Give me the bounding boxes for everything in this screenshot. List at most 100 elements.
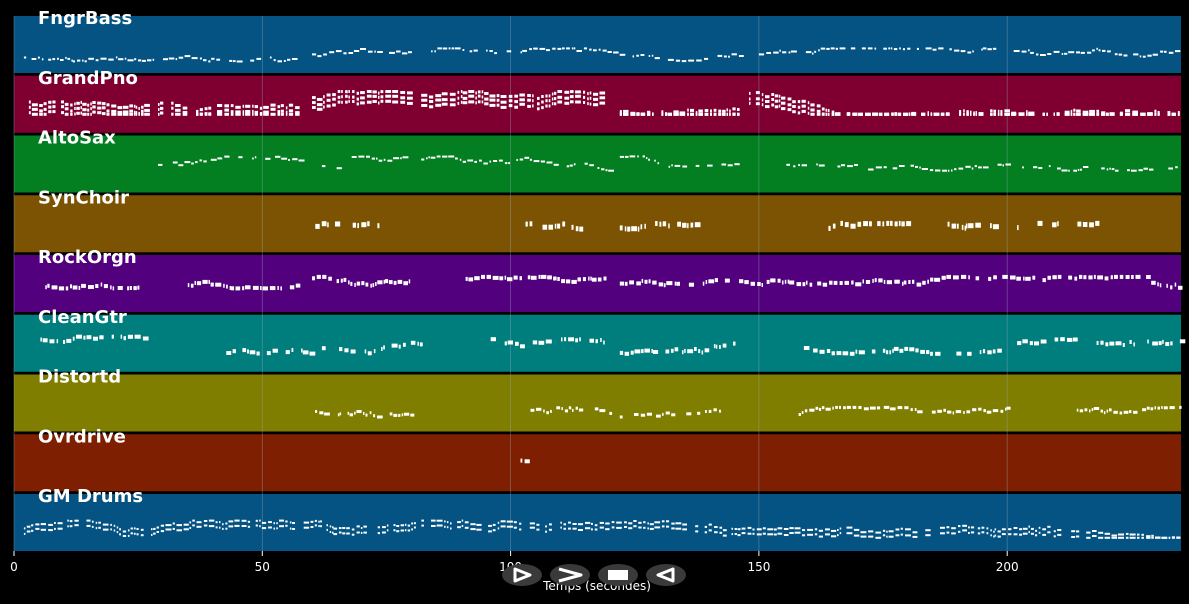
note (930, 277, 934, 282)
note (815, 406, 819, 410)
note (540, 274, 547, 279)
note (894, 112, 898, 116)
note (285, 524, 288, 527)
note (396, 525, 400, 527)
rewind-button[interactable] (646, 564, 686, 586)
note (1129, 536, 1136, 539)
note (252, 104, 254, 108)
note (408, 279, 411, 284)
note-layer (23, 47, 1186, 539)
note (1096, 112, 1100, 116)
note (158, 163, 163, 166)
note (701, 350, 704, 355)
note (589, 96, 592, 100)
tick-label: 200 (996, 560, 1019, 574)
note (1157, 282, 1159, 287)
note (332, 93, 336, 97)
note (484, 97, 489, 101)
tick-label: 50 (255, 560, 270, 574)
note (87, 112, 90, 116)
note (280, 286, 282, 291)
note (92, 101, 96, 104)
note (878, 278, 883, 283)
note (500, 100, 507, 104)
note (682, 350, 684, 355)
note (868, 530, 874, 533)
note (718, 112, 722, 116)
note (1053, 530, 1056, 533)
note (997, 112, 1000, 116)
note (115, 56, 118, 59)
note (749, 91, 751, 95)
note (575, 406, 578, 410)
note (1052, 275, 1057, 280)
note (323, 105, 325, 109)
note (548, 104, 551, 108)
note (332, 97, 336, 101)
note (449, 98, 456, 102)
play-button[interactable] (502, 564, 542, 586)
track-lane-ovrdrive (14, 434, 1181, 492)
note (958, 530, 961, 533)
note (92, 110, 96, 114)
note (364, 349, 367, 354)
note (562, 221, 566, 227)
note (199, 112, 203, 116)
note (437, 47, 442, 50)
note (102, 523, 109, 526)
note (298, 159, 305, 162)
note (343, 277, 347, 282)
note (637, 155, 639, 158)
note (160, 106, 164, 110)
note (235, 112, 241, 116)
note (356, 97, 359, 101)
note (254, 105, 258, 109)
note (821, 107, 825, 111)
note (142, 59, 146, 62)
note (326, 98, 331, 102)
note (633, 520, 637, 522)
note (546, 49, 550, 52)
note (375, 282, 377, 286)
note (468, 277, 474, 282)
note (761, 98, 764, 102)
note (266, 351, 271, 356)
note (76, 334, 82, 339)
note (611, 526, 615, 529)
note (704, 348, 710, 353)
note (477, 90, 481, 94)
note (1076, 112, 1081, 116)
note (469, 50, 473, 53)
track-lane-cleangtr (14, 314, 1181, 372)
note (547, 275, 552, 280)
note (242, 348, 247, 353)
note (411, 528, 413, 531)
stop-button[interactable] (598, 564, 638, 586)
note (831, 535, 837, 538)
note (825, 528, 830, 531)
note (749, 97, 751, 101)
note (707, 164, 713, 167)
note (47, 283, 50, 288)
note (106, 109, 110, 113)
note (431, 50, 433, 53)
note (500, 95, 507, 98)
note (762, 527, 766, 530)
note (122, 535, 127, 537)
note (545, 104, 548, 108)
note (599, 526, 604, 529)
note (486, 49, 488, 52)
note (419, 342, 423, 347)
note (964, 225, 967, 231)
note (722, 529, 727, 532)
note (630, 350, 634, 355)
note (813, 348, 818, 353)
note (357, 223, 359, 229)
fast-forward-button[interactable] (550, 564, 590, 586)
note (686, 412, 692, 416)
note (907, 47, 911, 50)
note (668, 223, 670, 229)
note (802, 282, 806, 287)
note (710, 109, 712, 113)
note (1177, 112, 1180, 116)
